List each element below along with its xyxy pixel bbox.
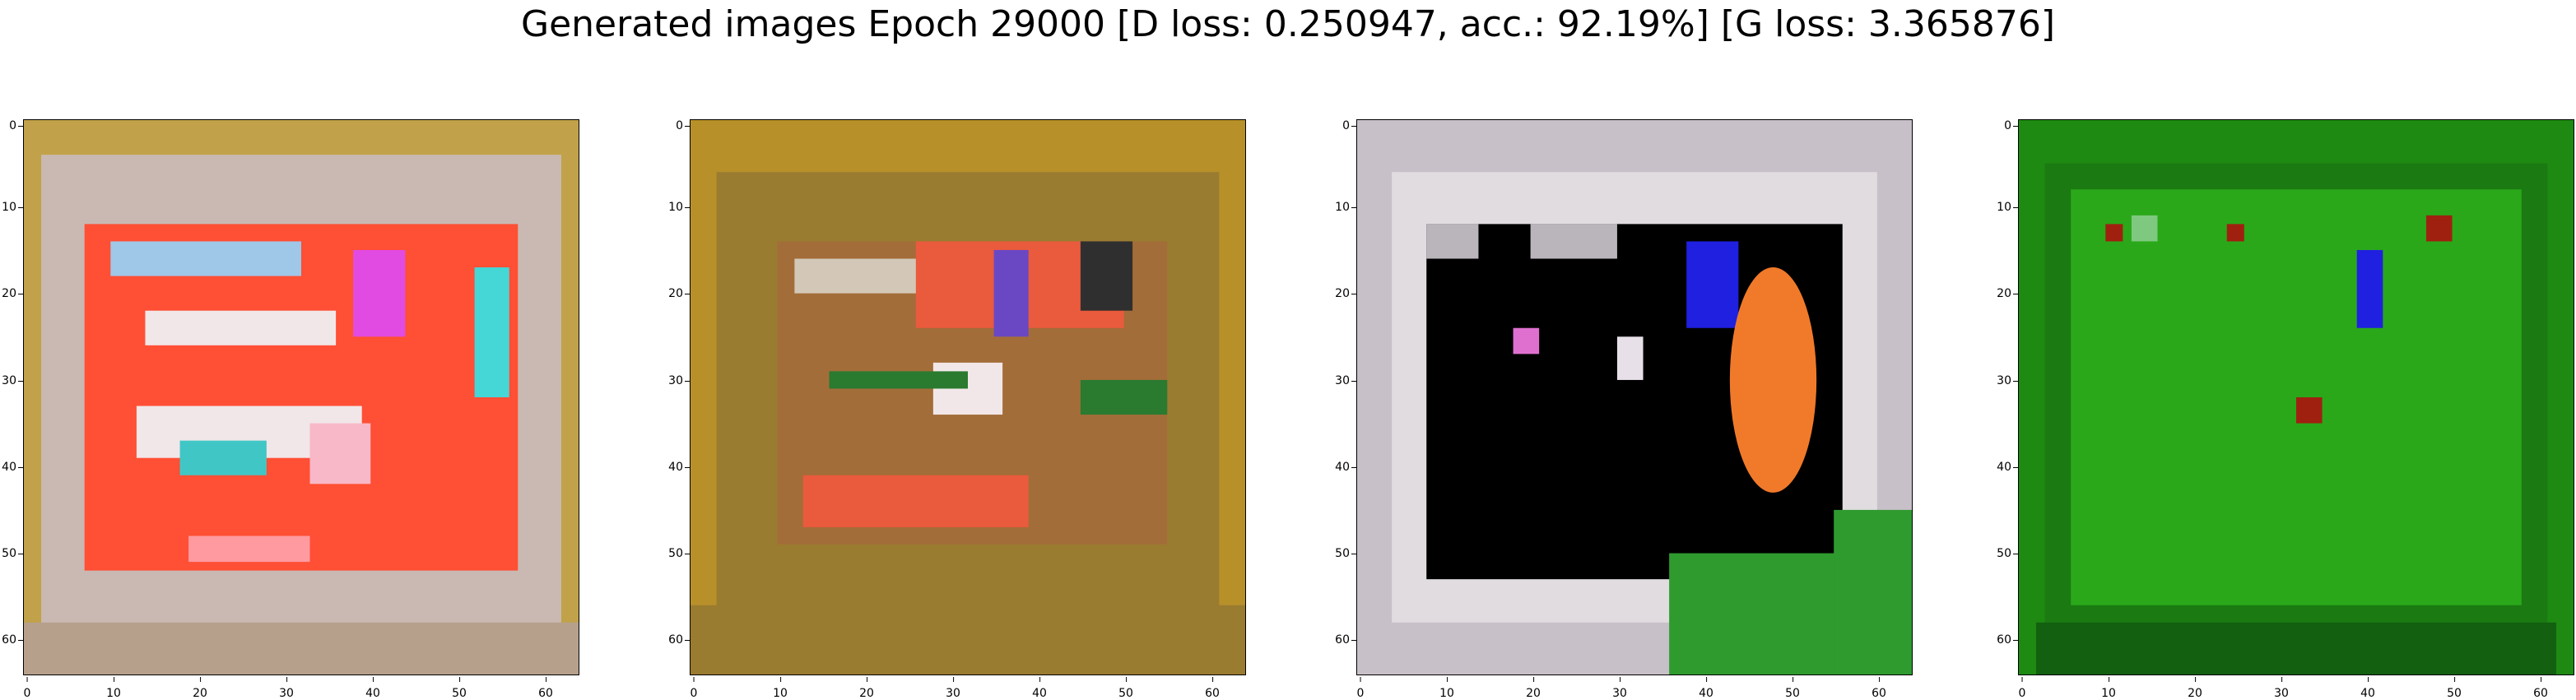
x-tick-label: 10 — [2101, 677, 2116, 700]
x-tick-label: 50 — [1118, 677, 1133, 700]
x-tick-label: 60 — [538, 677, 553, 700]
x-tick-label: 0 — [2018, 677, 2026, 700]
x-tick-label: 0 — [1356, 677, 1365, 700]
x-tick-label: 50 — [2447, 677, 2462, 700]
x-tick-label: 20 — [2188, 677, 2202, 700]
generated-image-2 — [690, 120, 1245, 675]
y-tick-label: 0 — [9, 119, 23, 132]
y-tick-label: 60 — [668, 633, 690, 647]
y-tick-label: 50 — [668, 547, 690, 560]
y-tick-label: 10 — [668, 201, 690, 214]
image-frame — [1356, 119, 1913, 675]
x-tick-label: 40 — [365, 677, 380, 700]
x-tick-label: 20 — [193, 677, 207, 700]
figure-title: Generated images Epoch 29000 [D loss: 0.… — [520, 3, 2056, 45]
x-tick-label: 20 — [1526, 677, 1541, 700]
generated-image-panel-3: 0 10 20 30 40 50 60 0 10 20 30 40 50 60 — [1335, 119, 1913, 700]
x-tick-label: 20 — [859, 677, 874, 700]
y-tick-label: 40 — [2, 461, 23, 474]
x-tick-label: 10 — [1439, 677, 1454, 700]
y-tick-label: 60 — [1335, 633, 1356, 647]
generated-image-panel-2: 0 10 20 30 40 50 60 0 10 20 30 40 50 60 — [668, 119, 1246, 700]
y-tick-label: 0 — [1342, 119, 1356, 132]
y-tick-label: 30 — [668, 374, 690, 387]
x-tick-label: 0 — [690, 677, 698, 700]
y-tick-label: 10 — [1997, 201, 2018, 214]
y-tick-label: 30 — [1335, 374, 1356, 387]
image-frame — [2018, 119, 2574, 675]
x-tick-label: 10 — [106, 677, 121, 700]
x-tick-label: 30 — [946, 677, 960, 700]
x-tick-label: 30 — [1612, 677, 1627, 700]
y-tick-label: 20 — [2, 287, 23, 300]
x-tick-label: 30 — [2274, 677, 2289, 700]
generated-image-4 — [2019, 120, 2574, 675]
y-tick-label: 50 — [1997, 547, 2018, 560]
image-frame — [690, 119, 1246, 675]
image-frame — [23, 119, 579, 675]
y-tick-label: 30 — [1997, 374, 2018, 387]
generated-image-panel-4: 0 10 20 30 40 50 60 0 10 20 30 40 50 60 — [1997, 119, 2574, 700]
generated-image-1 — [24, 120, 579, 675]
x-tick-label: 40 — [1699, 677, 1713, 700]
x-tick-label: 0 — [23, 677, 31, 700]
x-tick-label: 40 — [1032, 677, 1047, 700]
x-tick-label: 50 — [1785, 677, 1800, 700]
y-tick-label: 40 — [668, 461, 690, 474]
y-tick-label: 20 — [1335, 287, 1356, 300]
generated-image-3 — [1357, 120, 1912, 675]
y-tick-label: 60 — [1997, 633, 2018, 647]
y-tick-label: 40 — [1997, 461, 2018, 474]
y-tick-label: 40 — [1335, 461, 1356, 474]
y-tick-label: 0 — [676, 119, 690, 132]
y-tick-label: 60 — [2, 633, 23, 647]
x-tick-label: 40 — [2360, 677, 2375, 700]
x-tick-label: 60 — [2533, 677, 2548, 700]
x-tick-label: 30 — [279, 677, 294, 700]
x-tick-label: 60 — [1872, 677, 1886, 700]
x-tick-label: 60 — [1205, 677, 1220, 700]
y-tick-label: 10 — [2, 201, 23, 214]
y-tick-label: 30 — [2, 374, 23, 387]
y-tick-label: 0 — [2004, 119, 2018, 132]
x-tick-label: 10 — [773, 677, 788, 700]
y-tick-label: 10 — [1335, 201, 1356, 214]
y-tick-label: 20 — [668, 287, 690, 300]
generated-image-panel-1: 0 10 20 30 40 50 60 0 10 20 30 40 50 60 — [2, 119, 579, 700]
x-tick-label: 50 — [452, 677, 467, 700]
y-tick-label: 50 — [2, 547, 23, 560]
y-tick-label: 50 — [1335, 547, 1356, 560]
y-tick-label: 20 — [1997, 287, 2018, 300]
